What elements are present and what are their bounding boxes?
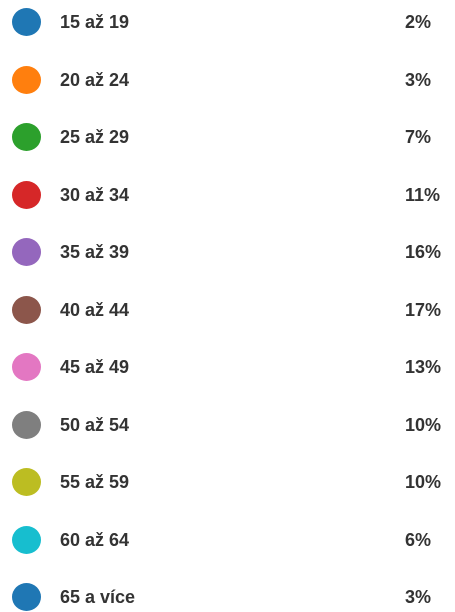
legend-row: 35 až 39 16% bbox=[0, 237, 455, 267]
legend-row: 65 a více 3% bbox=[0, 582, 455, 612]
legend-label: 50 až 54 bbox=[60, 414, 130, 435]
legend-label: 20 až 24 bbox=[60, 69, 130, 90]
legend-label: 45 až 49 bbox=[60, 357, 130, 377]
legend-row: 30 až 34 11% bbox=[0, 180, 455, 210]
legend-swatch bbox=[12, 410, 41, 439]
legend-label: 60 až 64 bbox=[60, 529, 130, 550]
legend-label: 55 až 59 bbox=[60, 472, 130, 492]
legend-label: 40 až 44 bbox=[60, 299, 130, 320]
legend-value: 13% bbox=[405, 357, 442, 377]
legend-value: 10% bbox=[405, 414, 442, 435]
legend-row: 15 až 19 2% bbox=[0, 7, 455, 37]
legend-row: 55 až 59 10% bbox=[0, 467, 455, 497]
legend-value: 11% bbox=[405, 184, 441, 205]
legend-row: 40 až 44 17% bbox=[0, 295, 455, 325]
legend-swatch bbox=[12, 295, 41, 324]
legend-value: 17% bbox=[405, 299, 442, 320]
legend-value: 16% bbox=[405, 242, 442, 262]
legend-label: 65 a více bbox=[60, 587, 136, 607]
legend-label: 35 až 39 bbox=[60, 242, 130, 262]
legend-swatch bbox=[12, 238, 41, 266]
legend-swatch bbox=[12, 353, 41, 381]
legend-value: 3% bbox=[405, 587, 432, 607]
legend-swatch bbox=[12, 583, 41, 611]
legend-row: 20 až 24 3% bbox=[0, 65, 455, 95]
legend-swatch bbox=[12, 8, 41, 36]
legend-label: 25 až 29 bbox=[60, 127, 130, 147]
legend-label: 15 až 19 bbox=[60, 12, 130, 32]
legend-row: 45 až 49 13% bbox=[0, 352, 455, 382]
legend-value: 3% bbox=[405, 69, 432, 90]
legend-swatch bbox=[12, 468, 41, 496]
legend-swatch bbox=[12, 123, 41, 151]
legend-swatch bbox=[12, 525, 41, 554]
legend-value: 6% bbox=[405, 529, 432, 550]
legend-value: 2% bbox=[405, 12, 432, 32]
legend-value: 10% bbox=[405, 472, 442, 492]
legend-row: 60 až 64 6% bbox=[0, 525, 455, 555]
legend-row: 50 až 54 10% bbox=[0, 410, 455, 440]
legend-row: 25 až 29 7% bbox=[0, 122, 455, 152]
legend-label: 30 až 34 bbox=[60, 184, 130, 205]
legend-swatch bbox=[12, 65, 41, 94]
legend-swatch bbox=[12, 180, 41, 209]
legend-value: 7% bbox=[405, 127, 432, 147]
